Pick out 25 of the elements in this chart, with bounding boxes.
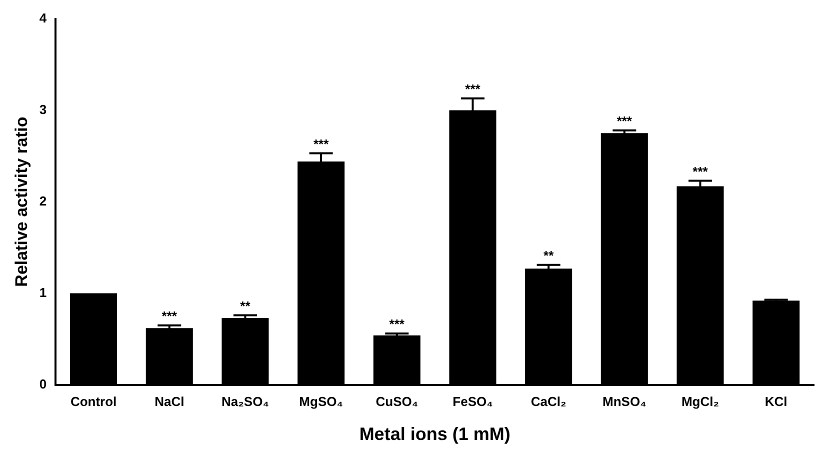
annotation: ** [544, 248, 555, 264]
x-tick-label: MgSO₄ [299, 394, 343, 410]
x-tick-label: NaCl [154, 394, 184, 410]
annotation: ** [240, 298, 252, 314]
x-tick-label: MnSO₄ [602, 394, 646, 410]
x-tick-label: MgCl₂ [681, 394, 720, 410]
annotation: *** [465, 81, 482, 96]
y-tick-label: 1 [39, 284, 47, 300]
x-tick-label: Control [70, 394, 117, 410]
annotation: *** [313, 136, 330, 152]
y-axis-title: Relative activity ratio [12, 116, 31, 287]
y-tick-label: 4 [39, 10, 48, 26]
x-axis-title: Metal ions (1 mM) [359, 424, 510, 444]
annotation: *** [389, 316, 406, 332]
x-tick-label: CuSO₄ [376, 394, 418, 410]
annotation: *** [162, 308, 178, 324]
y-tick-label: 2 [39, 193, 47, 208]
y-tick-label: 0 [39, 376, 47, 392]
annotation: *** [616, 114, 633, 129]
x-tick-label: Na₂SO₄ [222, 394, 269, 410]
y-tick-label: 3 [39, 102, 47, 117]
x-tick-label: CaCl₂ [530, 394, 566, 410]
x-tick-label: FeSO₄ [452, 394, 493, 410]
x-tick-label: KCl [764, 394, 788, 410]
annotation: *** [692, 164, 709, 179]
